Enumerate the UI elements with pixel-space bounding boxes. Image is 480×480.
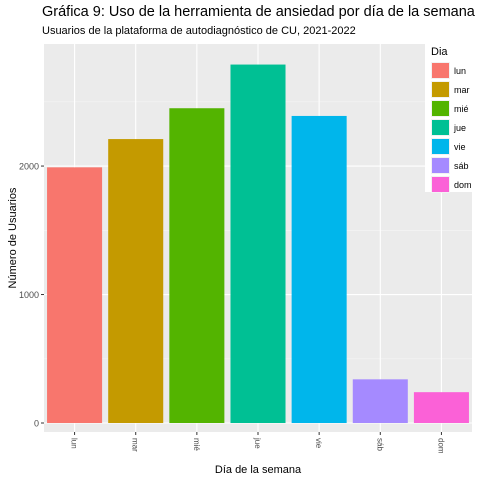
chart-subtitle: Usuarios de la plataforma de autodiagnós… bbox=[42, 25, 356, 37]
chart-title: Gráfica 9: Uso de la herramienta de ansi… bbox=[42, 4, 475, 20]
legend-label: mié bbox=[454, 104, 469, 114]
y-tick-label: 2000 bbox=[19, 162, 39, 172]
x-axis-title: Día de la semana bbox=[215, 464, 302, 476]
bar-jue bbox=[230, 64, 286, 424]
legend-label: sáb bbox=[454, 161, 469, 171]
bar-dom bbox=[413, 392, 469, 424]
legend-swatch-vie bbox=[432, 139, 449, 154]
legend-swatch-mié bbox=[432, 101, 449, 116]
legend-swatch-mar bbox=[432, 82, 449, 97]
legend-swatch-sáb bbox=[432, 158, 449, 173]
legend-swatch-dom bbox=[432, 177, 449, 192]
legend-swatch-jue bbox=[432, 120, 449, 135]
x-tick-label: lun bbox=[70, 438, 79, 449]
x-tick-label: sáb bbox=[375, 438, 384, 451]
x-tick-label: dom bbox=[436, 438, 445, 454]
y-tick-label: 1000 bbox=[19, 290, 39, 300]
x-tick-label: mar bbox=[131, 438, 140, 452]
y-tick-label: 0 bbox=[34, 419, 39, 429]
bar-sáb bbox=[352, 379, 408, 424]
legend-label: lun bbox=[454, 66, 466, 76]
bar-vie bbox=[291, 115, 347, 424]
bars bbox=[47, 64, 469, 424]
legend-label: mar bbox=[454, 85, 470, 95]
legend-swatch-lun bbox=[432, 63, 449, 78]
y-axis-title: Número de Usuarios bbox=[7, 187, 19, 288]
legend-title: Dia bbox=[431, 46, 448, 58]
bar-mié bbox=[169, 108, 225, 424]
x-tick-label: vie bbox=[314, 438, 323, 449]
legend-label: jue bbox=[453, 123, 466, 133]
bar-lun bbox=[47, 167, 103, 424]
bar-mar bbox=[108, 139, 164, 424]
x-tick-label: jue bbox=[253, 437, 262, 449]
legend-label: dom bbox=[454, 180, 472, 190]
legend-label: vie bbox=[454, 142, 466, 152]
axes: 0 1000 2000 lun mar mié jue vie sáb dom Día de la … bbox=[7, 162, 445, 476]
x-tick-label: mié bbox=[192, 438, 201, 451]
